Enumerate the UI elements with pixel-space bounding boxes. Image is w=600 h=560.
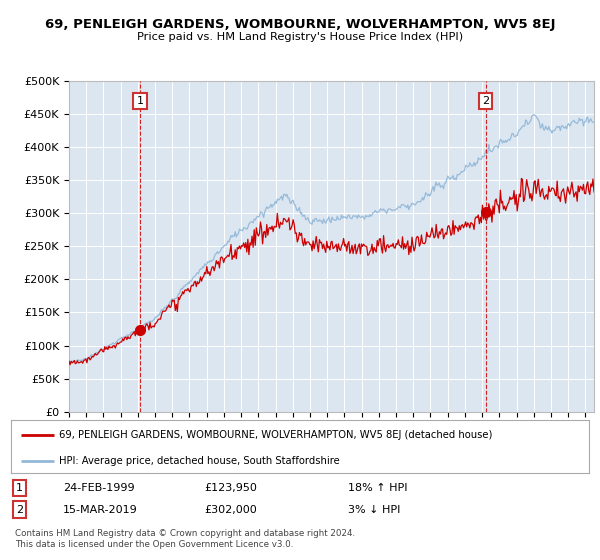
Text: 24-FEB-1999: 24-FEB-1999 xyxy=(63,483,134,493)
Text: 2: 2 xyxy=(482,96,489,106)
Text: 69, PENLEIGH GARDENS, WOMBOURNE, WOLVERHAMPTON, WV5 8EJ: 69, PENLEIGH GARDENS, WOMBOURNE, WOLVERH… xyxy=(45,18,555,31)
Text: 3% ↓ HPI: 3% ↓ HPI xyxy=(348,505,400,515)
Text: 1: 1 xyxy=(137,96,143,106)
Text: 15-MAR-2019: 15-MAR-2019 xyxy=(63,505,138,515)
Text: 69, PENLEIGH GARDENS, WOMBOURNE, WOLVERHAMPTON, WV5 8EJ (detached house): 69, PENLEIGH GARDENS, WOMBOURNE, WOLVERH… xyxy=(59,430,492,440)
Text: 18% ↑ HPI: 18% ↑ HPI xyxy=(348,483,407,493)
Text: 1: 1 xyxy=(16,483,23,493)
Text: £123,950: £123,950 xyxy=(204,483,257,493)
Text: 2: 2 xyxy=(16,505,23,515)
Text: HPI: Average price, detached house, South Staffordshire: HPI: Average price, detached house, Sout… xyxy=(59,456,340,466)
Text: Price paid vs. HM Land Registry's House Price Index (HPI): Price paid vs. HM Land Registry's House … xyxy=(137,32,463,43)
Text: £302,000: £302,000 xyxy=(204,505,257,515)
Text: Contains HM Land Registry data © Crown copyright and database right 2024.
This d: Contains HM Land Registry data © Crown c… xyxy=(15,529,355,549)
